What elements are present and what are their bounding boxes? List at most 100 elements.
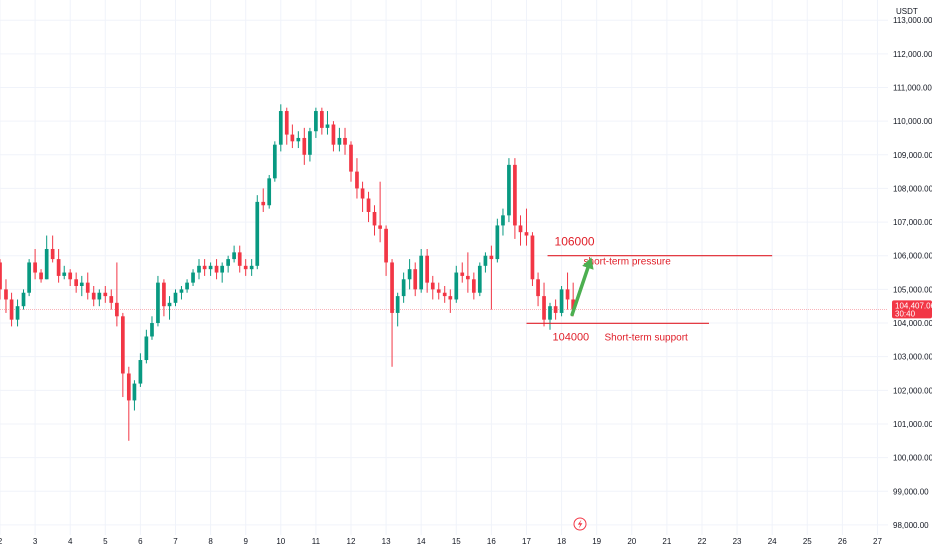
price-tick-label: 106,000.00 [893,252,932,261]
candle-down [85,272,90,300]
time-tick-label: 7 [173,537,178,546]
time-tick-label: 21 [662,537,671,546]
time-tick-label: 24 [768,537,777,546]
price-tick-label: 113,000.00 [893,16,932,25]
candle-up [325,111,330,135]
candle-body [255,201,260,266]
candle-body [290,134,295,142]
candle-down [39,269,43,283]
candle-body [308,131,312,155]
candle-down [372,205,377,236]
candle-down [530,232,535,287]
candle-body [430,282,435,290]
candle-body [278,111,283,145]
candle-body [407,269,412,280]
candle-up [173,289,178,307]
candle-body [167,302,172,307]
candle-down [448,289,453,313]
candle-body [372,211,377,226]
price-axis[interactable]: 113,000.00 112,000.00 111,000.00 110,000.00… [893,16,932,530]
time-tick-label: 12 [347,537,356,546]
candle-down [214,259,219,280]
candle-up [495,218,500,263]
candle-body [120,316,125,374]
candle-up [559,286,564,317]
candle-body [390,262,394,313]
time-tick-label: 19 [592,537,601,546]
candle-body [518,225,523,233]
time-tick-label: 15 [452,537,461,546]
candle-body [191,272,195,283]
candle-body [477,265,482,293]
candle-down [436,282,441,300]
candle-up [220,262,225,283]
candle-body [401,279,406,297]
candle-up [255,195,260,270]
candle-up [132,380,137,411]
candle-body [162,282,166,307]
time-tick-label: 20 [627,537,636,546]
candle-up [278,104,283,152]
candle-body [144,336,149,361]
candle-down [524,208,529,246]
candle-up [208,262,213,276]
candle-body [571,299,576,310]
arrow-head [582,257,594,270]
time-tick-label: 26 [838,537,847,546]
candle-down [343,127,347,155]
candle-body [296,137,301,142]
candle-body [395,296,400,313]
candle-down [355,158,359,199]
candle-body [62,272,67,276]
candle-up [272,141,277,182]
candle-up [501,208,505,236]
candle-body [559,289,564,313]
lightning-icon[interactable] [573,517,587,531]
candle-down [390,259,394,367]
candle-body [56,259,61,276]
candle-body [237,252,242,266]
candle-down [9,292,14,327]
candle-body [208,265,213,270]
candle-up [44,235,49,280]
candle-up [267,174,272,209]
candle-down [109,289,114,310]
candle-down [360,181,365,212]
candle-body [185,282,189,290]
candle-up [97,289,102,307]
candle-body [349,144,353,172]
time-tick-label: 18 [557,537,566,546]
candle-up [197,259,201,280]
arrow-shaft [570,266,590,317]
candle-up [150,316,154,340]
candle-body [548,306,552,320]
support-note: Short-term support [604,332,688,343]
candle-body [39,272,43,280]
candle-body [513,164,517,226]
candle-body [530,235,535,280]
candle-body [4,289,8,300]
price-tick-label: 101,000.00 [893,420,932,429]
candle-body [249,265,254,270]
candle-body [179,289,184,293]
candles [0,104,576,441]
candle-body [243,265,248,270]
candle-body [103,292,108,297]
candle-body [378,225,382,229]
time-tick-label: 22 [698,537,707,546]
price-tick-label: 105,000.00 [893,285,932,294]
candle-body [138,360,143,384]
time-axis[interactable]: 2345678910111213141516171819202122232425… [0,537,882,546]
candle-body [325,124,330,128]
candle-down [513,158,517,239]
time-tick-label: 11 [312,537,321,546]
price-tick-label: 111,000.00 [893,83,932,92]
candle-up [407,259,412,290]
time-tick-label: 9 [243,537,248,546]
candle-up [507,158,511,223]
current-price: 104,407.06 [895,301,932,310]
candle-body [226,259,230,266]
candle-up [62,265,67,280]
candle-up [21,289,26,310]
